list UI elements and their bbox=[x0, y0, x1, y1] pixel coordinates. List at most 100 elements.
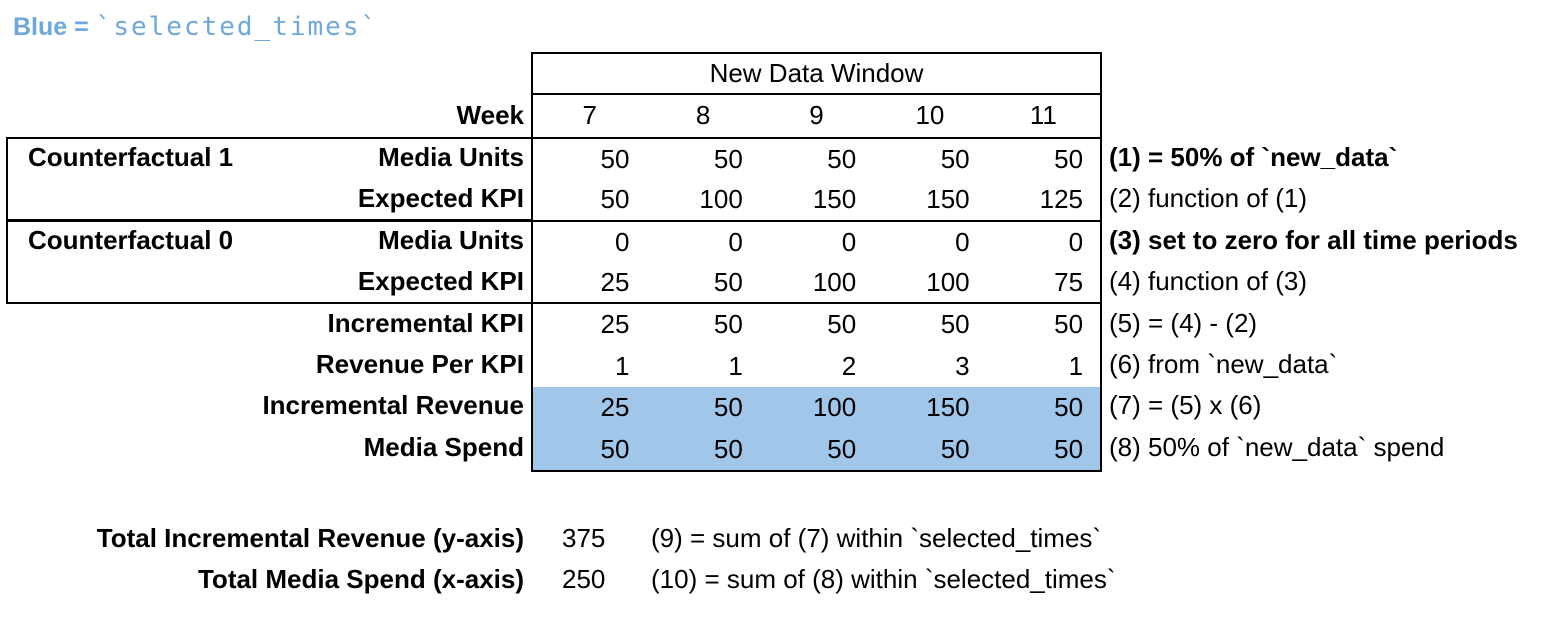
cell: 50 bbox=[1054, 143, 1084, 174]
cell: 50 bbox=[827, 309, 857, 340]
annotation-4: (4) function of (3) bbox=[1109, 266, 1307, 297]
new-data-window-header: New Data Window bbox=[533, 54, 1100, 95]
row-label: Incremental KPI bbox=[327, 307, 524, 338]
cell: 3 bbox=[955, 350, 970, 381]
week-cell: 10 bbox=[915, 99, 945, 130]
cell: 2 bbox=[841, 350, 857, 381]
table-row-revenue-per-kpi: 1 1 2 3 1 bbox=[533, 346, 1100, 387]
counterfactual-0-box bbox=[6, 220, 533, 304]
cell: 100 bbox=[926, 267, 970, 298]
total-media-spend-value: 250 bbox=[562, 564, 606, 594]
cell: 50 bbox=[713, 143, 743, 174]
cell: 50 bbox=[713, 309, 743, 340]
cell: 50 bbox=[1054, 309, 1084, 340]
label-row-expected-kpi-cf0: Expected KPI bbox=[0, 261, 524, 302]
cell: 0 bbox=[841, 226, 857, 257]
total-incremental-revenue-value: 375 bbox=[562, 523, 606, 553]
table-row-incremental-kpi: 25 50 50 50 50 bbox=[533, 304, 1100, 345]
row-label: Revenue Per KPI bbox=[315, 348, 524, 379]
total-incremental-revenue-note: (9) = sum of (7) within `selected_times` bbox=[651, 523, 1102, 553]
cell: 0 bbox=[1068, 226, 1084, 257]
cell: 1 bbox=[1068, 350, 1084, 381]
annotation-7: (7) = (5) x (6) bbox=[1109, 390, 1262, 421]
annotation-3: (3) set to zero for all time periods bbox=[1109, 224, 1518, 255]
annotation-6: (6) from `new_data` bbox=[1109, 348, 1338, 379]
cell: 50 bbox=[713, 267, 743, 298]
week-label: Week bbox=[456, 100, 524, 130]
cell: 50 bbox=[600, 184, 630, 215]
cell: 1 bbox=[614, 350, 630, 381]
table-row-incremental-revenue-highlighted: 25 50 100 150 50 bbox=[533, 387, 1100, 429]
legend-label: Blue = bbox=[13, 13, 96, 41]
cell: 50 bbox=[1054, 392, 1084, 423]
cell: 50 bbox=[940, 309, 970, 340]
cell: 75 bbox=[1054, 267, 1084, 298]
cell: 50 bbox=[713, 433, 743, 464]
total-incremental-revenue-row: Total Incremental Revenue (y-axis) 375 (… bbox=[0, 517, 1544, 559]
label-row-incremental-kpi: Incremental KPI bbox=[0, 303, 524, 344]
label-row-incremental-revenue: Incremental Revenue bbox=[0, 385, 524, 426]
cell: 100 bbox=[699, 184, 743, 215]
total-incremental-revenue-label: Total Incremental Revenue (y-axis) bbox=[96, 523, 524, 553]
counterfactual-1-box bbox=[6, 137, 533, 221]
legend: Blue = `selected_times` bbox=[13, 12, 378, 42]
cell: 50 bbox=[827, 143, 857, 174]
cell: 100 bbox=[812, 267, 857, 298]
cell: 1 bbox=[728, 350, 743, 381]
annotation-8: (8) 50% of `new_data` spend bbox=[1109, 431, 1445, 462]
row-label: Media Units bbox=[378, 142, 524, 172]
label-row-revenue-per-kpi: Revenue Per KPI bbox=[0, 344, 524, 385]
cell: 150 bbox=[926, 392, 970, 423]
week-cell: 9 bbox=[809, 99, 824, 130]
row-label: Media Units bbox=[378, 224, 524, 255]
table-row-expected-kpi-cf1: 50 100 150 150 125 bbox=[533, 180, 1100, 222]
cell: 0 bbox=[728, 226, 743, 257]
cell: 50 bbox=[600, 143, 630, 174]
cell: 50 bbox=[940, 143, 970, 174]
table-row-media-units-cf0: 0 0 0 0 0 bbox=[533, 222, 1100, 263]
row-label-column: Week Counterfactual 1 Media Units Expect… bbox=[0, 52, 524, 468]
cell: 50 bbox=[600, 433, 630, 464]
data-table: New Data Window 7 8 9 10 11 50 50 50 50 … bbox=[531, 52, 1102, 472]
cell: 25 bbox=[600, 392, 630, 423]
cell: 150 bbox=[812, 184, 857, 215]
total-media-spend-note: (10) = sum of (8) within `selected_times… bbox=[651, 564, 1116, 594]
week-cell: 11 bbox=[1029, 99, 1057, 130]
total-media-spend-row: Total Media Spend (x-axis) 250 (10) = su… bbox=[0, 558, 1544, 600]
table-row-media-spend-highlighted: 50 50 50 50 50 bbox=[533, 428, 1100, 470]
week-number-row: 7 8 9 10 11 bbox=[533, 95, 1100, 139]
label-row-media-units-cf0: Counterfactual 0 Media Units bbox=[0, 220, 524, 261]
cell: 50 bbox=[1054, 433, 1084, 464]
cell: 50 bbox=[827, 433, 857, 464]
annotation-2: (2) function of (1) bbox=[1109, 183, 1307, 214]
annotation-1: (1) = 50% of `new_data` bbox=[1109, 142, 1398, 172]
legend-code: `selected_times` bbox=[95, 12, 379, 42]
cell: 100 bbox=[812, 392, 857, 423]
group-label-counterfactual-0: Counterfactual 0 bbox=[28, 224, 234, 255]
cell: 50 bbox=[713, 392, 743, 423]
table-row-media-units-cf1: 50 50 50 50 50 bbox=[533, 139, 1100, 180]
label-row-expected-kpi-cf1: Expected KPI bbox=[0, 178, 524, 219]
row-label: Expected KPI bbox=[357, 183, 524, 214]
week-cell: 7 bbox=[582, 99, 597, 130]
label-row-media-spend: Media Spend bbox=[0, 427, 524, 468]
cell: 125 bbox=[1039, 184, 1084, 215]
label-header-spacer bbox=[0, 52, 524, 93]
row-label: Media Spend bbox=[363, 431, 524, 462]
cell: 25 bbox=[600, 309, 630, 340]
annotation-column: (1) = 50% of `new_data` (2) function of … bbox=[1109, 137, 1518, 468]
annotation-5: (5) = (4) - (2) bbox=[1109, 307, 1258, 338]
cell: 50 bbox=[940, 433, 970, 464]
row-label: Expected KPI bbox=[357, 266, 524, 297]
total-media-spend-label: Total Media Spend (x-axis) bbox=[197, 564, 524, 594]
cell: 0 bbox=[955, 226, 970, 257]
table-row-expected-kpi-cf0: 25 50 100 100 75 bbox=[533, 263, 1100, 305]
week-cell: 8 bbox=[695, 99, 711, 130]
cell: 25 bbox=[600, 267, 630, 298]
group-label-counterfactual-1: Counterfactual 1 bbox=[28, 142, 234, 172]
cell: 150 bbox=[926, 184, 970, 215]
label-row-media-units-cf1: Counterfactual 1 Media Units bbox=[0, 137, 524, 178]
cell: 0 bbox=[614, 226, 630, 257]
row-label: Incremental Revenue bbox=[262, 390, 524, 421]
